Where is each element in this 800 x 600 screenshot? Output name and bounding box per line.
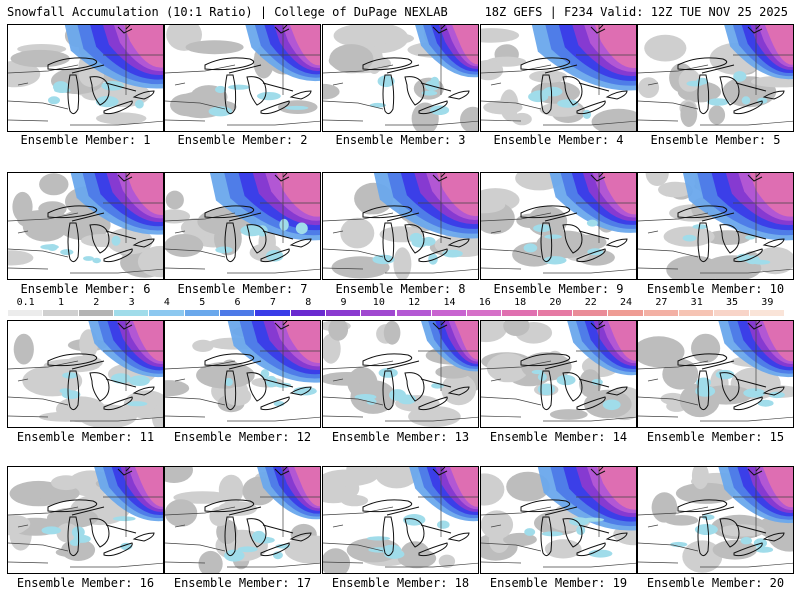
ensemble-member-label: Ensemble Member: 15 — [646, 430, 785, 444]
ensemble-member-map — [322, 172, 479, 280]
map-title: Snowfall Accumulation (10:1 Ratio) | Col… — [7, 5, 448, 19]
colorbar-swatch — [325, 310, 362, 316]
colorbar-tick-label: 5 — [199, 297, 206, 308]
colorbar-swatch — [361, 310, 397, 316]
colorbar-tick-label: 10 — [372, 297, 385, 308]
ensemble-member-label: Ensemble Member: 5 — [650, 133, 781, 147]
ensemble-member-map — [480, 172, 637, 280]
colorbar-tick-label: 22 — [584, 297, 597, 308]
ensemble-member-label: Ensemble Member: 11 — [16, 430, 155, 444]
ensemble-member-map — [480, 466, 637, 574]
colorbar-swatch — [219, 310, 256, 316]
ensemble-member-map — [637, 172, 794, 280]
colorbar-tick-label: 12 — [408, 297, 421, 308]
ensemble-member-map — [164, 24, 321, 132]
colorbar-swatch — [290, 310, 326, 316]
colorbar-tick-label: 18 — [514, 297, 527, 308]
ensemble-member-map — [164, 466, 321, 574]
colorbar-tick-label: 8 — [305, 297, 312, 308]
colorbar-swatch — [714, 310, 750, 316]
colorbar-tick-label: 2 — [93, 297, 100, 308]
ensemble-member-label: Ensemble Member: 14 — [489, 430, 628, 444]
ensemble-member-label: Ensemble Member: 4 — [493, 133, 624, 147]
ensemble-member-map — [637, 466, 794, 574]
ensemble-member-map — [7, 320, 164, 428]
colorbar-swatch — [184, 310, 220, 316]
colorbar-swatch — [113, 310, 150, 316]
colorbar-tick-label: 3 — [128, 297, 135, 308]
colorbar-swatch — [537, 310, 574, 316]
colorbar-tick-label: 14 — [443, 297, 456, 308]
ensemble-member-map — [164, 320, 321, 428]
colorbar-tick-label: 39 — [761, 297, 774, 308]
ensemble-member-label: Ensemble Member: 6 — [20, 282, 151, 296]
colorbar-tick-label: 24 — [620, 297, 633, 308]
ensemble-member-map — [637, 320, 794, 428]
colorbar-swatch — [396, 310, 432, 316]
ensemble-member-label: Ensemble Member: 9 — [493, 282, 624, 296]
colorbar-tick-label: 9 — [340, 297, 347, 308]
colorbar-tick-label: 27 — [655, 297, 668, 308]
ensemble-member-label: Ensemble Member: 8 — [335, 282, 466, 296]
colorbar-tick-label: 1 — [57, 297, 64, 308]
colorbar-swatch — [8, 310, 44, 316]
ensemble-member-map — [322, 24, 479, 132]
colorbar-swatch — [573, 310, 609, 316]
ensemble-member-label: Ensemble Member: 3 — [335, 133, 466, 147]
ensemble-member-label: Ensemble Member: 10 — [646, 282, 785, 296]
ensemble-member-map — [7, 466, 164, 574]
colorbar-swatch — [608, 310, 644, 316]
colorbar-swatch — [749, 310, 785, 316]
ensemble-member-label: Ensemble Member: 19 — [489, 576, 628, 590]
ensemble-member-label: Ensemble Member: 12 — [173, 430, 312, 444]
ensemble-member-map — [322, 466, 479, 574]
colorbar-tick-label: 4 — [163, 297, 170, 308]
ensemble-member-map — [322, 320, 479, 428]
colorbar-tick-label: 7 — [269, 297, 276, 308]
ensemble-member-label: Ensemble Member: 2 — [177, 133, 308, 147]
colorbar-swatch — [502, 310, 538, 316]
ensemble-member-map — [164, 172, 321, 280]
ensemble-member-map — [7, 172, 164, 280]
colorbar-tick-label: 31 — [690, 297, 703, 308]
colorbar-swatch — [78, 310, 114, 316]
ensemble-member-label: Ensemble Member: 7 — [177, 282, 308, 296]
ensemble-member-map — [7, 24, 164, 132]
colorbar-swatch — [43, 310, 79, 316]
colorbar-swatch — [149, 310, 185, 316]
colorbar-swatch — [467, 310, 503, 316]
run-valid-time: 18Z GEFS | F234 Valid: 12Z TUE NOV 25 20… — [484, 5, 788, 19]
colorbar-tick-label: 6 — [234, 297, 241, 308]
colorbar-tick-label: 0.1 — [16, 297, 35, 308]
colorbar-tick-label: 35 — [725, 297, 739, 308]
colorbar-tick-label: 20 — [549, 297, 562, 308]
colorbar-swatch — [255, 310, 291, 316]
colorbar-tick-label: 16 — [478, 297, 491, 308]
colorbar-swatch — [431, 310, 468, 316]
ensemble-member-map — [480, 24, 637, 132]
ensemble-member-label: Ensemble Member: 16 — [16, 576, 155, 590]
ensemble-member-label: Ensemble Member: 17 — [173, 576, 312, 590]
ensemble-member-map — [480, 320, 637, 428]
ensemble-member-label: Ensemble Member: 18 — [331, 576, 470, 590]
snowfall-colorbar: 0.1 1 2 3 4 5 6 7 8 9 10 12 14 16 18 20 22 24 27 31 35 39 — [8, 297, 785, 317]
ensemble-member-map — [637, 24, 794, 132]
ensemble-member-label: Ensemble Member: 1 — [20, 133, 151, 147]
colorbar-swatch — [679, 310, 715, 316]
ensemble-member-label: Ensemble Member: 13 — [331, 430, 470, 444]
colorbar-swatch — [643, 310, 680, 316]
ensemble-member-label: Ensemble Member: 20 — [646, 576, 785, 590]
